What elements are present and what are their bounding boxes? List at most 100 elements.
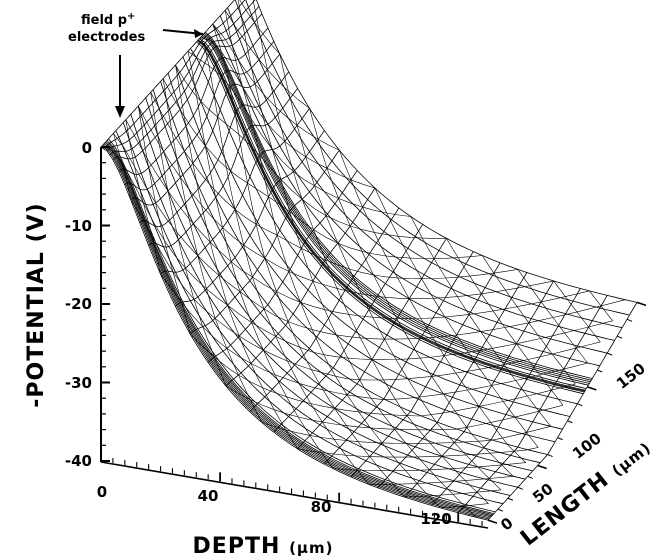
- mesh-line: [103, 143, 492, 518]
- mesh-line: [553, 280, 578, 313]
- mesh-line: [267, 69, 285, 142]
- mesh-line: [138, 105, 156, 203]
- annotation-arrowhead-right: [194, 29, 203, 38]
- x-tick-label: 80: [311, 498, 332, 516]
- mesh-line: [118, 27, 269, 175]
- mesh-line: [100, 146, 489, 521]
- mesh-line: [374, 187, 399, 237]
- mesh-line: [454, 437, 503, 443]
- mesh-line: [300, 302, 325, 355]
- y-tick: [507, 497, 514, 501]
- mesh-line: [175, 130, 325, 307]
- mesh-line: [182, 56, 571, 417]
- mesh-line: [245, 0, 630, 316]
- mesh-line: [469, 275, 494, 312]
- mesh-line: [252, 276, 301, 303]
- x-axis-line: [100, 461, 489, 529]
- y-tick: [527, 475, 533, 479]
- y-tick-label: 150: [613, 359, 649, 392]
- mesh-line: [212, 23, 600, 367]
- mesh-line: [480, 331, 505, 365]
- mesh-line: [431, 288, 581, 506]
- mesh-line: [275, 336, 300, 384]
- mesh-line: [160, 81, 548, 455]
- mesh-line: [252, 0, 268, 70]
- mesh-line: [284, 141, 303, 200]
- mesh-line: [106, 0, 256, 152]
- mesh-line: [301, 199, 326, 261]
- mesh-line: [466, 427, 491, 454]
- mesh-line: [551, 353, 576, 385]
- mesh-line: [242, 86, 261, 156]
- mesh-line: [384, 338, 408, 379]
- mesh-line: [103, 0, 246, 149]
- z-tick-label: -20: [65, 295, 92, 313]
- mesh-line: [487, 302, 638, 521]
- mesh-line: [309, 108, 328, 169]
- mesh-line: [503, 364, 528, 397]
- mesh-line: [347, 394, 396, 400]
- mesh-line: [298, 383, 323, 423]
- y-tick: [597, 369, 603, 373]
- y-tick: [517, 486, 523, 490]
- mesh-line: [197, 255, 241, 292]
- mesh-line: [540, 301, 565, 334]
- mesh-line: [393, 456, 418, 484]
- mesh-line: [410, 216, 435, 259]
- mesh-line: [150, 92, 169, 192]
- mesh-line: [468, 352, 492, 386]
- mesh-line: [229, 86, 248, 184]
- mesh-line: [219, 15, 608, 354]
- mesh-line: [336, 334, 360, 380]
- mesh-line: [359, 379, 384, 415]
- mesh-line: [464, 480, 489, 504]
- mesh-line: [337, 242, 362, 294]
- mesh-line: [322, 421, 346, 456]
- mesh-line: [408, 298, 433, 338]
- mesh-line: [250, 363, 275, 410]
- mesh-line: [207, 170, 358, 363]
- y-tick: [636, 301, 647, 307]
- mesh-line: [454, 442, 478, 468]
- mesh-line: [152, 89, 541, 464]
- mesh-line: [324, 251, 474, 465]
- mesh-line: [564, 332, 589, 364]
- mesh-line: [108, 138, 496, 513]
- mesh-line: [433, 258, 458, 297]
- mesh-line: [162, 78, 181, 178]
- mesh-line: [273, 224, 424, 433]
- mesh-line: [517, 269, 542, 303]
- mesh-line: [109, 6, 260, 156]
- mesh-line: [113, 133, 132, 200]
- mesh-line: [429, 469, 454, 495]
- mesh-line: [212, 23, 231, 87]
- y-tick: [607, 352, 613, 356]
- mesh-line: [444, 316, 469, 353]
- mesh-line: [505, 289, 530, 323]
- mesh-line: [250, 363, 300, 384]
- y-tick: [587, 386, 597, 391]
- mesh-line: [276, 235, 301, 303]
- mesh-line: [286, 396, 311, 436]
- mesh-line: [167, 190, 186, 269]
- y-tick: [557, 437, 563, 441]
- mesh-line: [377, 272, 528, 489]
- y-tick: [577, 403, 583, 407]
- mesh-line: [309, 435, 334, 469]
- z-axis-ticks: [101, 146, 110, 462]
- annotation-line-1: field p+: [81, 11, 135, 28]
- z-axis-title: -POTENTIAL (V): [24, 202, 49, 407]
- mesh-line: [196, 41, 584, 395]
- mesh-line: [457, 296, 481, 332]
- mesh-line: [309, 435, 359, 442]
- mesh-line: [323, 354, 348, 395]
- mesh-line: [289, 211, 314, 282]
- mesh-line: [187, 51, 206, 146]
- mesh-line: [130, 114, 518, 488]
- mesh-line: [142, 202, 161, 275]
- mesh-line: [349, 225, 374, 276]
- x-axis-title: DEPTH (µm): [193, 534, 334, 559]
- mesh-line: [287, 321, 312, 370]
- mesh-line: [491, 385, 516, 418]
